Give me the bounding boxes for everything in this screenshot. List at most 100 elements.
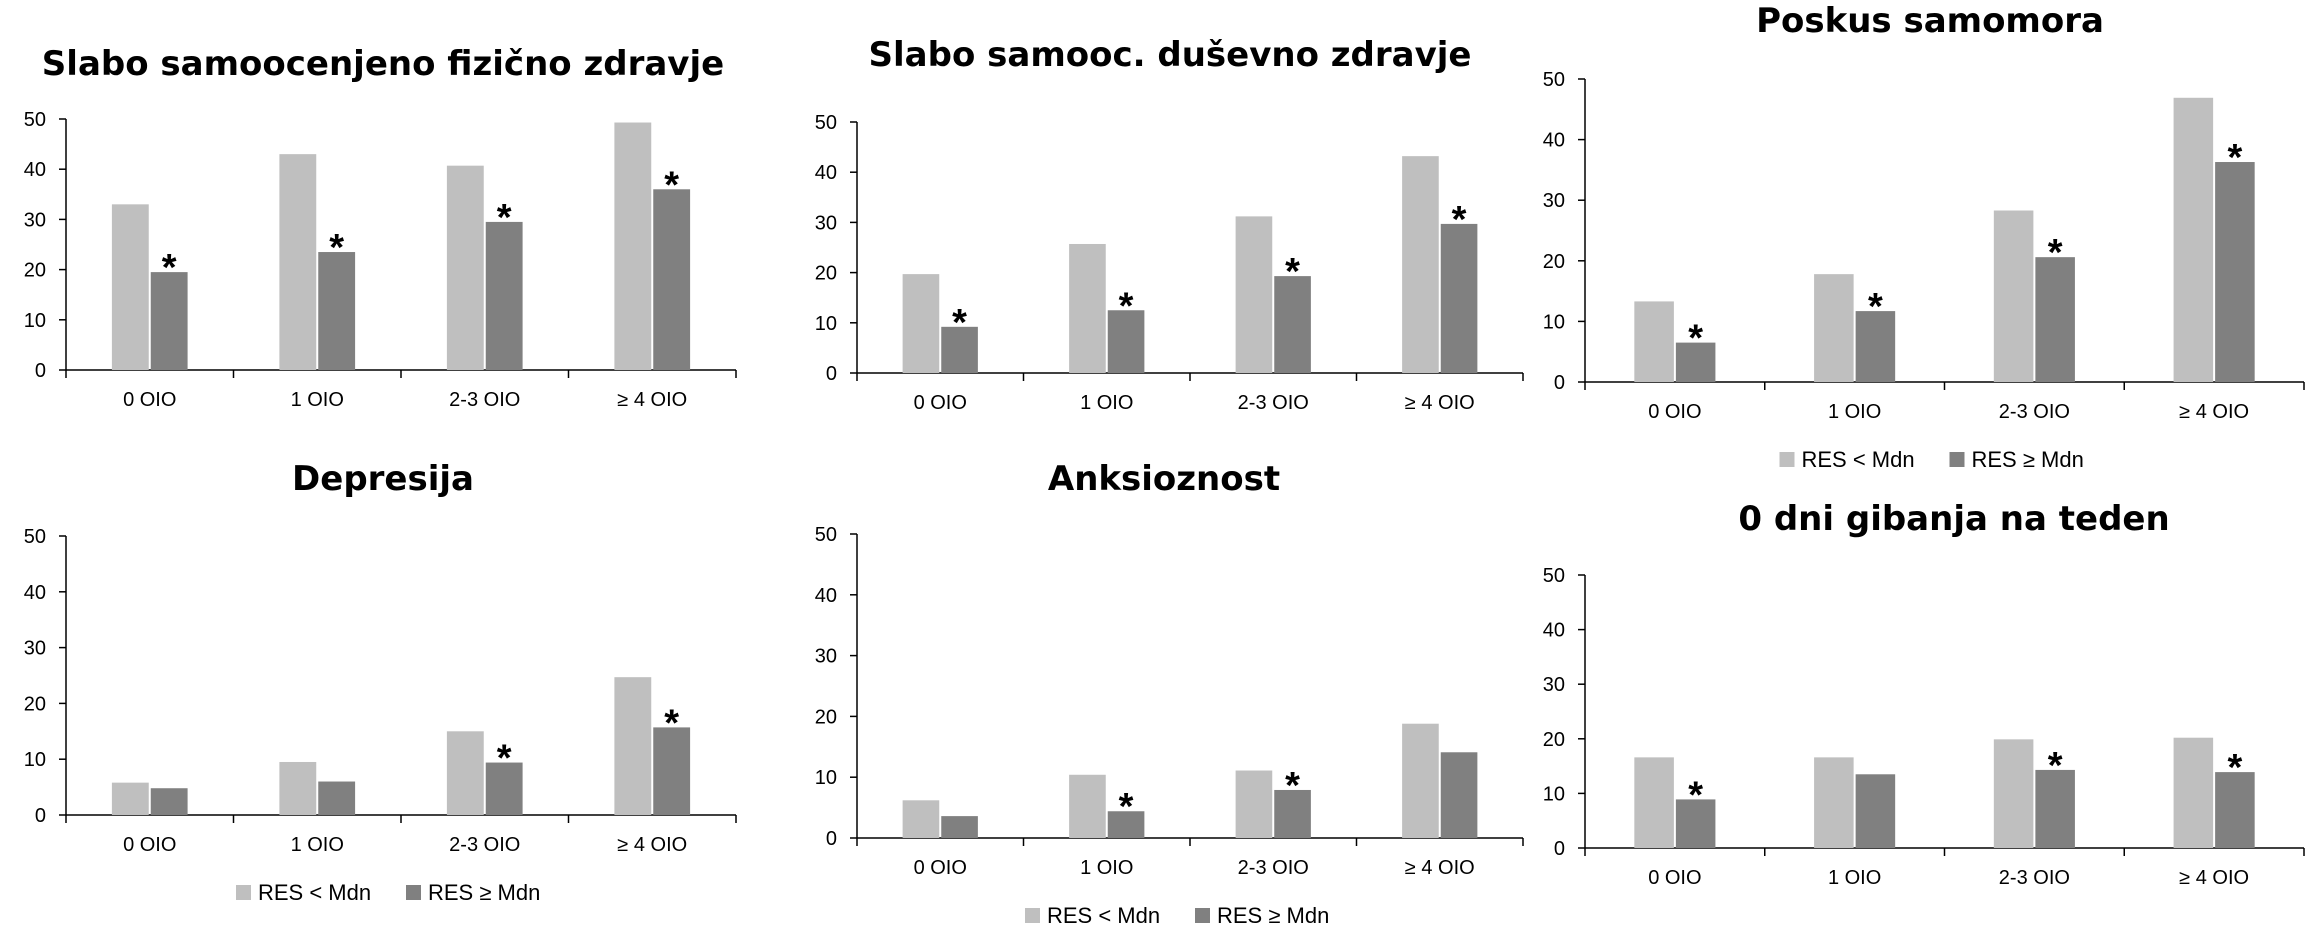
x-category-label: ≥ 4 OIO [1405, 857, 1475, 879]
legend-swatch [1949, 452, 1965, 467]
x-category-label: 1 OIO [291, 389, 344, 411]
bar-res-below-mdn [1634, 301, 1674, 382]
bar-res-at-or-above-mdn [1274, 276, 1311, 373]
bar-res-at-or-above-mdn [1675, 799, 1716, 848]
bar-res-at-or-above-mdn [1107, 310, 1145, 373]
bar-res-below-mdn [446, 165, 484, 370]
significance-marker: * [162, 247, 177, 289]
bar-res-at-or-above-mdn [1107, 811, 1145, 838]
significance-marker: * [2227, 137, 2242, 179]
bar-res-below-mdn [1993, 210, 2034, 382]
y-tick-label: 30 [24, 209, 46, 231]
legend-swatch [1779, 452, 1795, 467]
x-category-label: 0 OIO [123, 834, 176, 856]
bar-res-at-or-above-mdn [2215, 772, 2255, 848]
significance-marker: * [1285, 765, 1300, 807]
bar-res-below-mdn [614, 122, 652, 370]
significance-marker: * [1452, 199, 1467, 241]
x-category-label: ≥ 4 OIO [2179, 867, 2249, 889]
chart-panel-5: Anksioznost 0 10 20 30 40 50 0 OIO 1 OIO * 2-3 OIO… [815, 459, 1524, 928]
x-category-label: 0 OIO [1648, 867, 1701, 889]
chart-panel-6: 0 dni gibanja na teden 0 10 20 30 40 50 0 OIO * 1… [1543, 499, 2305, 889]
bar-res-below-mdn [2173, 737, 2214, 848]
x-category-label: 0 OIO [1648, 401, 1701, 423]
bar-res-below-mdn [902, 274, 940, 373]
y-tick-label: 0 [826, 828, 837, 850]
chart-panel-4: Depresija 0 10 20 30 40 50 0 OIO 1 OIO 2-3 OIO * ≥ … [24, 459, 737, 905]
y-tick-label: 50 [24, 109, 46, 131]
bar-res-at-or-above-mdn [1675, 342, 1716, 382]
x-category-label: ≥ 4 OIO [2179, 401, 2249, 423]
legend-label: RES < Mdn [258, 880, 371, 905]
bar-res-at-or-above-mdn [653, 189, 691, 370]
bar-res-below-mdn [1069, 774, 1106, 838]
legend-label: RES ≥ Mdn [428, 880, 540, 905]
significance-marker: * [664, 164, 679, 206]
bar-res-below-mdn [1814, 274, 1854, 382]
x-category-label: 2-3 OIO [449, 389, 520, 411]
bar-res-below-mdn [279, 761, 317, 815]
y-tick-label: 50 [1543, 565, 1565, 587]
x-category-label: 1 OIO [1828, 401, 1881, 423]
y-tick-label: 10 [1543, 311, 1565, 333]
significance-marker: * [1119, 285, 1134, 327]
significance-marker: * [952, 302, 967, 344]
y-tick-label: 40 [815, 585, 837, 607]
y-tick-label: 10 [815, 767, 837, 789]
chart-title: Poskus samomora [1756, 1, 2104, 41]
y-tick-label: 10 [815, 313, 837, 335]
y-tick-label: 40 [1543, 620, 1565, 642]
bar-res-at-or-above-mdn [1274, 789, 1311, 838]
y-tick-label: 40 [24, 582, 46, 604]
legend-label: RES < Mdn [1802, 447, 1915, 472]
bar-res-at-or-above-mdn [1440, 223, 1478, 373]
bar-res-at-or-above-mdn [1855, 774, 1896, 848]
y-tick-label: 20 [24, 693, 46, 715]
y-tick-label: 50 [24, 526, 46, 548]
y-tick-label: 50 [815, 524, 837, 546]
y-tick-label: 30 [815, 212, 837, 234]
x-category-label: ≥ 4 OIO [617, 389, 687, 411]
x-category-label: ≥ 4 OIO [617, 834, 687, 856]
chart-title: Depresija [292, 459, 474, 499]
y-tick-label: 10 [24, 310, 46, 332]
bar-res-at-or-above-mdn [1855, 311, 1896, 382]
chart-panel-1: Slabo samoocenjeno fizično zdravje 0 10 20 3… [24, 44, 737, 411]
x-category-label: 1 OIO [291, 834, 344, 856]
x-category-label: ≥ 4 OIO [1405, 392, 1475, 414]
significance-marker: * [497, 738, 512, 780]
y-tick-label: 10 [24, 749, 46, 771]
significance-marker: * [2227, 747, 2242, 789]
bar-res-at-or-above-mdn [318, 252, 356, 370]
y-tick-label: 0 [35, 805, 46, 827]
chart-title: Slabo samooc. duševno zdravje [869, 35, 1472, 75]
bar-res-at-or-above-mdn [941, 326, 978, 373]
significance-marker: * [1285, 251, 1300, 293]
bar-res-at-or-above-mdn [485, 221, 523, 370]
bar-res-below-mdn [1402, 156, 1439, 373]
y-tick-label: 20 [24, 260, 46, 282]
x-category-label: 0 OIO [123, 389, 176, 411]
bar-res-below-mdn [1634, 757, 1674, 848]
bar-res-below-mdn [1993, 739, 2034, 848]
significance-marker: * [329, 227, 344, 269]
legend-label: RES ≥ Mdn [1972, 447, 2084, 472]
x-category-label: 2-3 OIO [449, 834, 520, 856]
bar-res-at-or-above-mdn [1440, 752, 1478, 838]
chart-title: Anksioznost [1048, 459, 1280, 499]
bar-res-below-mdn [1235, 216, 1273, 373]
bar-res-at-or-above-mdn [485, 762, 523, 815]
x-category-label: 2-3 OIO [1999, 401, 2070, 423]
y-tick-label: 0 [1554, 838, 1565, 860]
bar-res-below-mdn [1235, 770, 1273, 838]
legend-label: RES < Mdn [1047, 903, 1160, 928]
bar-res-at-or-above-mdn [653, 727, 691, 815]
bar-res-below-mdn [111, 204, 149, 370]
x-category-label: 1 OIO [1080, 857, 1133, 879]
legend: RES < Mdn RES ≥ Mdn [236, 880, 540, 905]
y-tick-label: 30 [815, 646, 837, 668]
bar-res-below-mdn [1402, 723, 1439, 838]
bar-res-below-mdn [614, 677, 652, 815]
significance-marker: * [497, 197, 512, 239]
